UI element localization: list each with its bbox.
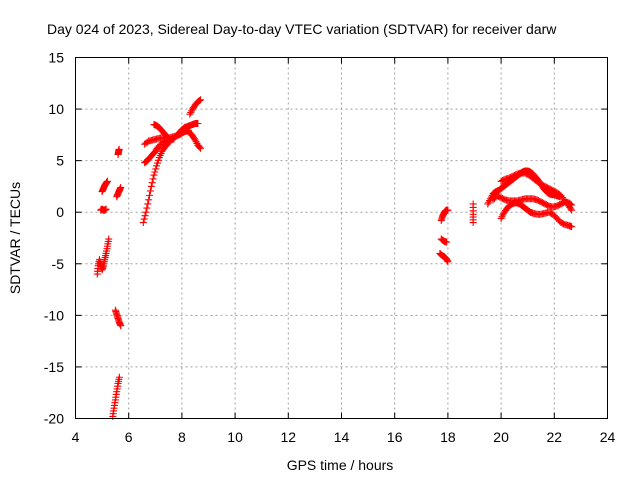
data-point bbox=[484, 200, 492, 208]
data-point bbox=[194, 120, 202, 128]
ticks: 4 6 8 10 12 14 16 18 20 22 24 -20 -15 -10 -5 0 5 10 15 bbox=[44, 50, 616, 446]
data-point bbox=[444, 206, 452, 214]
data-point bbox=[105, 235, 113, 243]
data-point bbox=[102, 205, 110, 213]
data-point bbox=[469, 219, 477, 227]
y-tick-label: -20 bbox=[44, 411, 64, 427]
data-point bbox=[146, 191, 154, 199]
data-point bbox=[144, 200, 152, 208]
data-point bbox=[150, 171, 158, 179]
x-tick-label: 20 bbox=[493, 429, 509, 445]
y-tick-label: 0 bbox=[56, 204, 64, 220]
x-tick-label: 16 bbox=[387, 429, 403, 445]
data-point bbox=[499, 211, 507, 219]
data-points bbox=[93, 96, 576, 420]
data-point bbox=[190, 135, 198, 143]
data-point bbox=[139, 219, 147, 227]
data-point bbox=[444, 258, 452, 266]
data-point bbox=[147, 182, 155, 190]
data-point bbox=[151, 168, 159, 176]
data-point bbox=[568, 201, 576, 209]
data-point bbox=[115, 145, 123, 153]
data-point bbox=[197, 144, 205, 152]
y-tick-label: -10 bbox=[44, 307, 64, 323]
y-tick-label: -5 bbox=[52, 256, 65, 272]
x-axis-label: GPS time / hours bbox=[287, 457, 394, 473]
data-point bbox=[145, 196, 153, 204]
data-point bbox=[152, 165, 160, 173]
data-point bbox=[192, 138, 200, 146]
x-tick-label: 18 bbox=[440, 429, 456, 445]
data-point bbox=[566, 200, 574, 208]
x-tick-label: 8 bbox=[178, 429, 186, 445]
y-tick-label: 15 bbox=[48, 50, 64, 66]
data-point bbox=[162, 132, 170, 140]
y-tick-label: -15 bbox=[44, 359, 64, 375]
x-tick-label: 10 bbox=[227, 429, 243, 445]
chart-title: Day 024 of 2023, Sidereal Day-to-day VTE… bbox=[47, 21, 557, 37]
data-point bbox=[115, 373, 123, 381]
grid bbox=[75, 57, 608, 419]
data-point bbox=[149, 175, 157, 183]
y-tick-label: 5 bbox=[56, 153, 64, 169]
data-point bbox=[141, 212, 149, 220]
data-point bbox=[163, 133, 171, 141]
data-point bbox=[197, 96, 205, 104]
x-tick-label: 12 bbox=[281, 429, 297, 445]
data-point bbox=[117, 183, 125, 191]
data-point bbox=[485, 198, 493, 206]
data-point bbox=[143, 204, 151, 212]
data-point bbox=[191, 136, 199, 144]
x-tick-label: 6 bbox=[125, 429, 133, 445]
data-point bbox=[498, 213, 506, 221]
data-point bbox=[146, 187, 154, 195]
data-point bbox=[140, 215, 148, 223]
x-tick-label: 14 bbox=[334, 429, 350, 445]
data-point bbox=[103, 177, 111, 185]
data-point bbox=[188, 107, 196, 115]
data-point bbox=[196, 143, 204, 151]
data-point bbox=[187, 109, 195, 117]
y-tick-label: 10 bbox=[48, 101, 64, 117]
data-point bbox=[142, 208, 150, 216]
x-tick-label: 22 bbox=[547, 429, 563, 445]
data-point bbox=[443, 238, 451, 246]
y-axis-label: SDTVAR / TECUs bbox=[7, 182, 23, 294]
data-point bbox=[148, 179, 156, 187]
data-point bbox=[567, 200, 575, 208]
data-point bbox=[497, 214, 505, 222]
data-point bbox=[117, 322, 125, 330]
data-point bbox=[196, 96, 204, 104]
x-tick-label: 24 bbox=[600, 429, 616, 445]
x-tick-label: 4 bbox=[72, 429, 80, 445]
data-point bbox=[568, 223, 576, 231]
data-point bbox=[195, 97, 203, 105]
data-point bbox=[486, 197, 494, 205]
data-point bbox=[186, 110, 194, 118]
